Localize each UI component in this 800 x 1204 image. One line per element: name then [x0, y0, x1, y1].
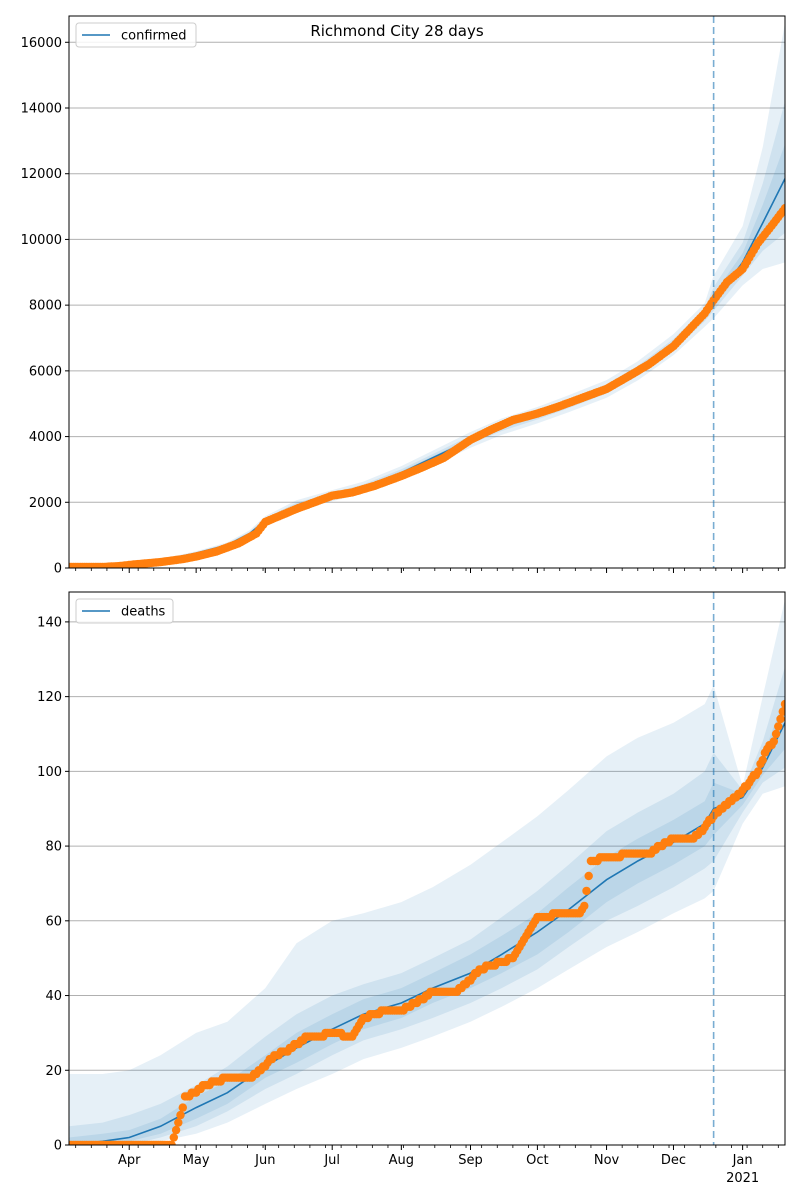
y-tick-label: 140: [37, 615, 62, 630]
y-tick-label: 40: [45, 989, 62, 1004]
x-tick-label: Dec: [661, 1153, 686, 1168]
observed-point: [178, 1103, 187, 1112]
x-tick-label: Sep: [458, 1153, 483, 1168]
x-tick-label: Apr: [118, 1153, 141, 1168]
y-tick-label: 60: [45, 914, 62, 929]
y-tick-label: 20: [45, 1064, 62, 1079]
axes-frame: [68, 591, 786, 1146]
x-tick-label: Jul: [323, 1153, 340, 1168]
x-tick-label: May: [183, 1153, 210, 1168]
plot-area: [69, 22, 785, 568]
y-tick-label: 120: [37, 690, 62, 705]
y-tick-label: 4000: [29, 430, 62, 445]
uncertainty-band-3: [69, 144, 785, 568]
legend-label: confirmed: [121, 29, 187, 44]
observed-point: [176, 1110, 185, 1120]
y-tick-label: 6000: [29, 364, 62, 379]
y-tick-label: 12000: [21, 167, 62, 182]
axes-frame: [68, 15, 786, 569]
y-tick-label: 10000: [21, 233, 62, 248]
observed-point: [780, 699, 785, 709]
y-tick-label: 100: [37, 765, 62, 780]
chart-panel-deaths: 0 20 40 60 80 100 120 140 Apr May Jun Jul Aug Sep Oct N…: [37, 591, 786, 1186]
observed-point: [754, 767, 763, 776]
observed-point: [169, 1133, 178, 1142]
observed-point: [584, 871, 593, 881]
y-tick-label: 14000: [21, 102, 62, 117]
legend-box: [75, 22, 197, 48]
observed-point: [780, 204, 785, 213]
observed-point: [758, 755, 767, 765]
x-tick-label: Oct: [526, 1153, 548, 1168]
observed-point: [174, 1118, 183, 1127]
observed-point: [171, 1125, 181, 1135]
uncertainty-band-1: [69, 599, 785, 1145]
observed-point: [167, 1140, 176, 1145]
figure-title: Richmond City 28 days: [310, 22, 484, 40]
observed-point: [778, 707, 785, 716]
y-tick-label: 0: [54, 562, 62, 577]
legend-box: [75, 598, 174, 624]
model-line-confirmed: [69, 178, 785, 568]
observed-point: [771, 729, 781, 739]
x-tick-label: Jan: [732, 1153, 753, 1168]
x-tick-label: Nov: [594, 1153, 620, 1168]
chart-panel-confirmed: 0 2000 4000 6000 8000 10000 12000 14000 16000 con…: [21, 15, 786, 577]
x-year-label: 2021: [726, 1171, 759, 1186]
y-tick-label: 16000: [21, 36, 62, 51]
observed-point: [582, 886, 591, 896]
observed-point: [580, 901, 589, 911]
observed-point: [774, 722, 783, 731]
y-tick-label: 80: [45, 840, 62, 855]
uncertainty-band-1: [69, 22, 785, 568]
observed-point: [776, 714, 785, 724]
y-tick-label: 8000: [29, 299, 62, 314]
x-tick-label: Aug: [389, 1153, 414, 1168]
legend-label: deaths: [121, 605, 166, 620]
plot-area: [69, 599, 785, 1145]
x-tick-label: Jun: [254, 1153, 275, 1168]
y-tick-label: 0: [54, 1139, 62, 1154]
y-tick-label: 2000: [29, 496, 62, 511]
observed-point: [769, 737, 778, 746]
